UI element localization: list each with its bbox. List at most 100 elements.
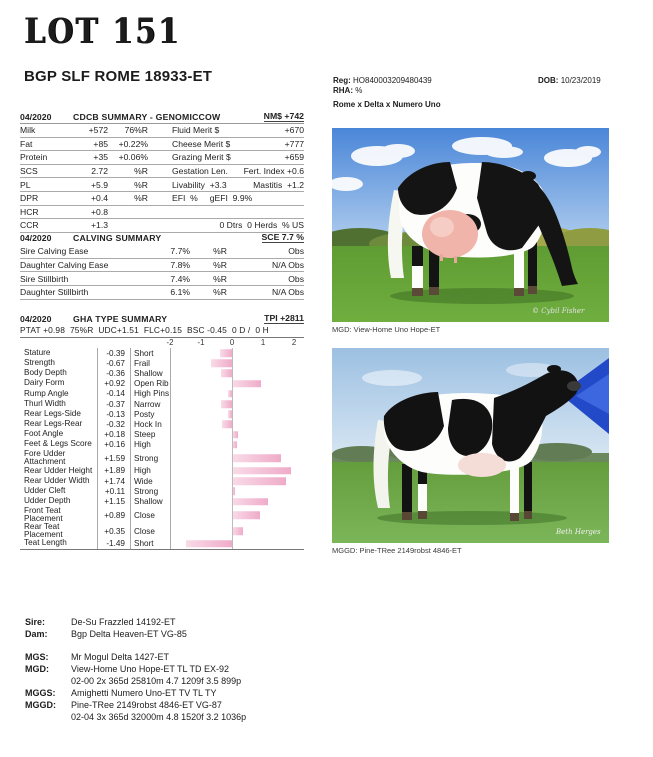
photo-credit-text: Beth Herges bbox=[555, 528, 601, 536]
trait-row: Udder Cleft +0.11 Strong bbox=[20, 486, 304, 496]
photo-mgd-caption: MGD: View-Home Uno Hope-ET bbox=[332, 325, 441, 334]
trait-name: Rear Legs-Side bbox=[24, 408, 81, 418]
trait-bar-cell bbox=[170, 539, 304, 549]
calving-date: 04/2020 bbox=[20, 233, 52, 243]
pedigree-row: Dam: Bgp Delta Heaven-ET VG-85 bbox=[20, 628, 246, 640]
gha-date: 04/2020 bbox=[20, 314, 52, 324]
pedigree-label: MGGD: bbox=[25, 700, 56, 710]
stat-reliability: +0.22% bbox=[118, 138, 148, 149]
gha-type-summary-table: 04/2020 GHA TYPE SUMMARY TPI +2811 PTAT … bbox=[20, 311, 304, 550]
pedigree-label: MGGS: bbox=[25, 688, 56, 698]
registration-block: Reg: HO840003209480439 RHA: % bbox=[333, 76, 432, 95]
trait-bar-cell bbox=[170, 466, 304, 476]
cdcb-row: CCR +1.3 0 Dtrs 0 Herds % US bbox=[20, 219, 304, 233]
stat-value: +0.8 bbox=[91, 206, 108, 217]
trait-value: -0.39 bbox=[106, 348, 125, 358]
stat-label: Milk bbox=[20, 125, 36, 136]
trait-bar bbox=[232, 379, 261, 388]
pedigree-value: Pine-TRee 2149robst 4846-ET VG-87 bbox=[71, 700, 222, 710]
trait-bar bbox=[232, 511, 260, 519]
cloud bbox=[506, 363, 558, 377]
stat-secondary: Livability +3.3 bbox=[172, 179, 227, 190]
calving-row: Daughter Calving Ease 7.8% %R N/A Obs bbox=[20, 259, 304, 273]
cdcb-row: SCS 2.72 %R Gestation Len. Fert. Index +0.6 bbox=[20, 165, 304, 179]
calving-value: 7.4% bbox=[170, 273, 190, 284]
calving-value: 6.1% bbox=[170, 287, 190, 298]
trait-row: Thurl Width -0.37 Narrow bbox=[20, 399, 304, 409]
trait-value: +0.18 bbox=[104, 430, 125, 440]
trait-descriptor: Posty bbox=[134, 409, 155, 419]
trait-bar-cell bbox=[170, 507, 304, 524]
calving-label: Daughter Calving Ease bbox=[20, 260, 109, 271]
calving-observations: Obs bbox=[288, 246, 304, 257]
animal-name-title: BGP SLF ROME 18933-ET bbox=[24, 68, 213, 85]
trait-value: +1.15 bbox=[104, 497, 125, 507]
cdcb-row: Milk +572 76%R Fluid Merit $ +670 bbox=[20, 124, 304, 138]
pedigree-value: Amighetti Numero Uno-ET TV TL TY bbox=[71, 688, 217, 698]
trait-row: Rear Udder Width +1.74 Wide bbox=[20, 476, 304, 486]
trait-bar bbox=[232, 430, 238, 439]
pedigree-row: MGD: View-Home Uno Hope-ET TL TD EX-92 bbox=[20, 663, 246, 675]
trait-descriptor: Strong bbox=[134, 453, 159, 463]
trait-name: Foot Angle bbox=[24, 429, 64, 439]
trait-value: -0.37 bbox=[106, 399, 125, 409]
stat-reliability: %R bbox=[134, 179, 148, 190]
stat-secondary-value: +670 bbox=[284, 125, 304, 136]
trait-name: Rump Angle bbox=[24, 388, 69, 398]
dob-label: DOB: bbox=[538, 76, 559, 85]
stat-reliability: %R bbox=[134, 166, 148, 177]
trait-bar-cell bbox=[170, 358, 304, 368]
cdcb-row: Fat +85 +0.22% Cheese Merit $ +777 bbox=[20, 138, 304, 152]
calving-label: Sire Stillbirth bbox=[20, 273, 69, 284]
cdcb-row: Protein +35 +0.06% Grazing Merit $ +659 bbox=[20, 151, 304, 165]
trait-descriptor: High Pins bbox=[134, 389, 170, 399]
trait-value: +0.92 bbox=[104, 379, 125, 389]
stat-value: +0.4 bbox=[91, 193, 108, 204]
stat-secondary-value: Mastitis +1.2 bbox=[253, 179, 304, 190]
cdcb-nm-badge: NM$ +742 bbox=[263, 111, 304, 122]
pedigree-row: 02-00 2x 365d 25810m 4.7 1209f 3.5 899p bbox=[20, 675, 246, 687]
trait-bar-cell bbox=[170, 368, 304, 378]
column-divider bbox=[97, 348, 98, 549]
trait-row: Udder Depth +1.15 Shallow bbox=[20, 496, 304, 506]
reg-label: Reg: bbox=[333, 76, 351, 85]
trait-bar-cell bbox=[170, 399, 304, 409]
cdcb-summary-table: 04/2020 CDCB SUMMARY - GENOMICCOW NM$ +7… bbox=[20, 109, 304, 233]
trait-name: Udder Cleft bbox=[24, 486, 66, 496]
calving-reliability: %R bbox=[213, 260, 227, 271]
stat-value: +1.3 bbox=[91, 220, 108, 231]
calving-rows: Sire Calving Ease 7.7% %R Obs Daughter Calvi… bbox=[20, 245, 304, 300]
trait-name: Fore Udder Attachment bbox=[24, 448, 66, 467]
trait-bar bbox=[211, 359, 232, 368]
pedigree-value: View-Home Uno Hope-ET TL TD EX-92 bbox=[71, 664, 230, 674]
rha-line: RHA: % bbox=[333, 86, 432, 96]
gha-title: GHA TYPE SUMMARY bbox=[73, 314, 168, 324]
trait-bar-cell bbox=[170, 440, 304, 450]
pedigree-row: 02-04 3x 365d 32000m 4.8 1520f 3.2 1036p bbox=[20, 711, 246, 723]
stat-secondary-value: Fert. Index +0.6 bbox=[243, 166, 304, 177]
calving-row: Daughter Stillbirth 6.1% %R N/A Obs bbox=[20, 286, 304, 300]
trait-bar bbox=[219, 349, 232, 357]
trait-value: -0.32 bbox=[106, 419, 125, 429]
trait-bar bbox=[227, 390, 232, 398]
pedigree-label: Sire: bbox=[25, 617, 46, 627]
trait-descriptor: Steep bbox=[134, 430, 156, 440]
trait-row: Rear Legs-Side -0.13 Posty bbox=[20, 409, 304, 419]
photo-mggd-caption: MGGD: Pine-TRee 2149robst 4846-ET bbox=[332, 546, 462, 555]
trait-bar bbox=[232, 467, 291, 475]
trait-descriptor: Open Rib bbox=[134, 379, 169, 389]
calving-label: Sire Calving Ease bbox=[20, 246, 89, 257]
trait-name: Strength bbox=[24, 357, 55, 367]
calving-label: Daughter Stillbirth bbox=[20, 287, 89, 298]
stat-value: +35 bbox=[93, 152, 108, 163]
stat-reliability: %R bbox=[134, 193, 148, 204]
trait-bar bbox=[232, 497, 268, 506]
calving-sce-badge: SCE 7.7 % bbox=[261, 232, 304, 243]
trait-row: Foot Angle +0.18 Steep bbox=[20, 430, 304, 440]
pedigree-value: Mr Mogul Delta 1427-ET bbox=[71, 652, 170, 662]
holstein-cow-grazing bbox=[387, 162, 578, 296]
photo-credit-text: © Cybil Fisher bbox=[532, 307, 585, 315]
axis-tick: 1 bbox=[260, 338, 266, 347]
trait-name: Rear Teat Placement bbox=[24, 521, 63, 540]
pedigree-value: 02-00 2x 365d 25810m 4.7 1209f 3.5 899p bbox=[71, 676, 242, 686]
